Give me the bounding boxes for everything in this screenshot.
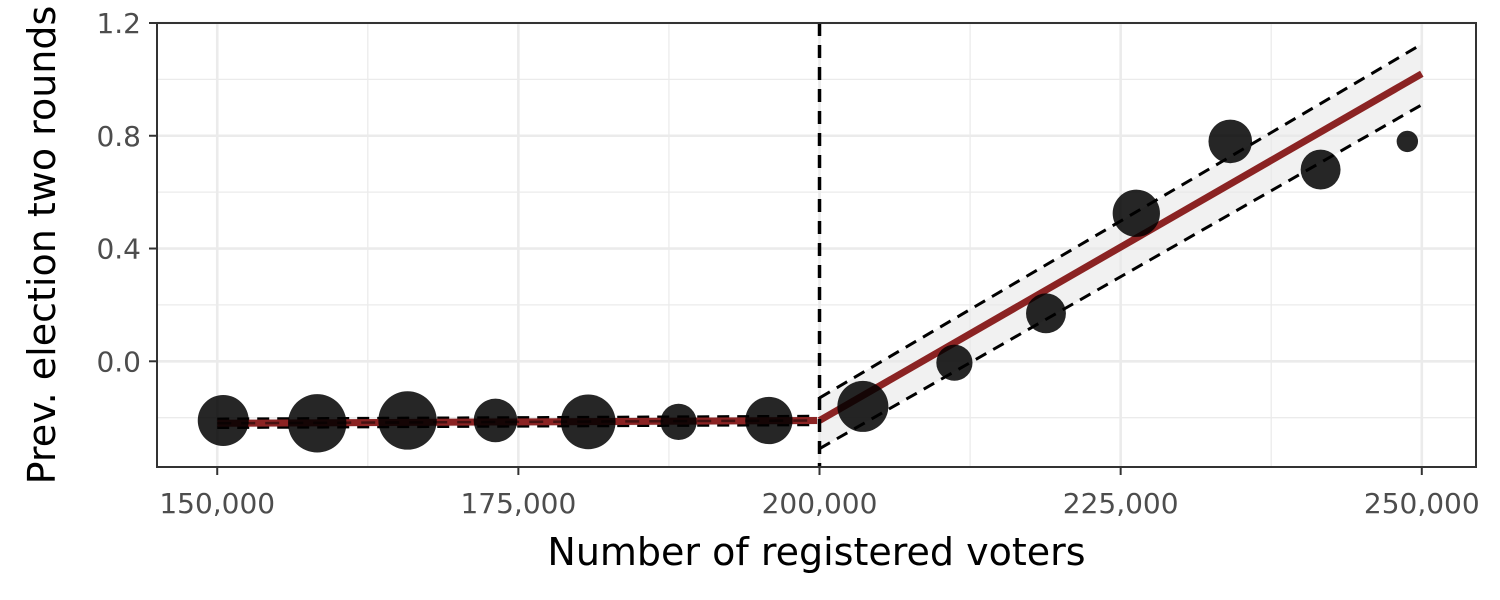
y-tick-label: 1.2 <box>96 7 141 40</box>
data-point <box>936 344 973 381</box>
data-point <box>1208 119 1253 164</box>
data-points <box>197 119 1419 453</box>
y-tick-label: 0.8 <box>96 120 141 153</box>
data-point <box>560 394 616 450</box>
data-point <box>1112 189 1160 237</box>
x-tick-label: 175,000 <box>460 487 576 520</box>
data-point <box>197 394 249 446</box>
x-axis-title: Number of registered voters <box>547 530 1085 574</box>
axis-ticks: 150,000 175,000 200,000 225,000 250,000 0.0 0.… <box>96 7 1479 520</box>
data-point <box>1026 293 1066 334</box>
y-tick-label: 0.4 <box>96 233 141 266</box>
y-axis-title: Prev. election two rounds <box>20 6 64 485</box>
x-tick-label: 150,000 <box>159 487 275 520</box>
data-point <box>1300 149 1341 190</box>
y-tick-label: 0.0 <box>96 345 141 378</box>
x-tick-label: 200,000 <box>762 487 878 520</box>
data-point <box>837 380 889 432</box>
data-point <box>745 396 793 445</box>
data-point <box>288 394 347 453</box>
data-point <box>660 403 697 440</box>
grid-lines <box>157 21 1476 467</box>
x-tick-label: 250,000 <box>1364 487 1480 520</box>
x-tick-label: 225,000 <box>1063 487 1179 520</box>
data-point <box>1396 130 1419 153</box>
plot-panel-border <box>156 22 1477 468</box>
fit-line-right <box>817 70 1424 424</box>
band-right-lower <box>818 103 1423 450</box>
data-point <box>473 398 518 443</box>
data-point <box>378 391 437 450</box>
